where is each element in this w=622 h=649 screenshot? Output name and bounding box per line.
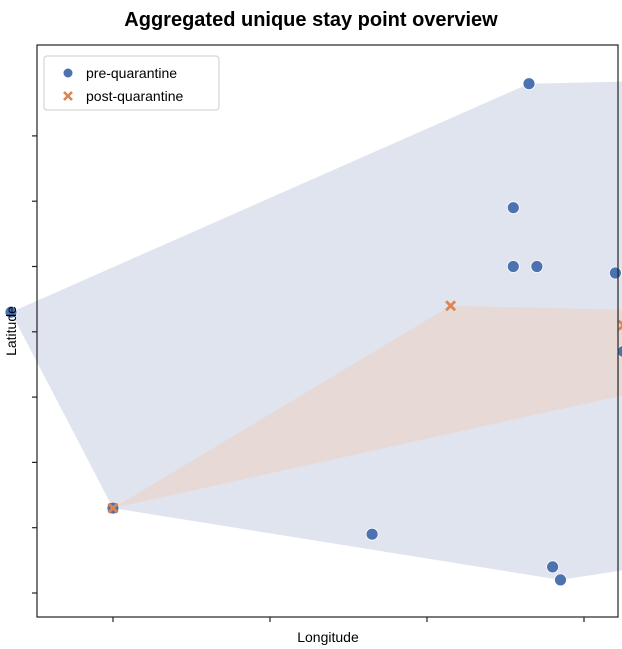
data-point-post-quarantine: [107, 502, 119, 514]
data-point-pre-quarantine: [4, 305, 18, 319]
hull-pre-quarantine: [11, 81, 622, 580]
data-point-pre-quarantine: [609, 266, 622, 280]
legend: pre-quarantine post-quarantine: [43, 55, 220, 111]
data-point-pre-quarantine: [530, 260, 544, 273]
hull-post-quarantine: [113, 305, 622, 509]
plot-frame: [36, 44, 619, 618]
data-point-pre-quarantine: [365, 527, 379, 541]
legend-label-pre: pre-quarantine: [86, 65, 177, 81]
x-axis-label: Longitude: [297, 629, 359, 645]
chart-title: Aggregated unique stay point overview: [124, 9, 498, 31]
legend-marker-pre: [63, 68, 73, 78]
data-point-post-quarantine: [445, 300, 457, 312]
legend-label-post: post-quarantine: [86, 88, 184, 104]
legend-marker-post: [63, 91, 73, 101]
data-point-pre-quarantine: [506, 260, 520, 273]
data-point-pre-quarantine: [546, 560, 559, 574]
y-axis-label: Latitude: [3, 306, 19, 356]
axis-ticks: [32, 135, 585, 622]
legend-box: [43, 55, 220, 111]
convex-hulls: [11, 81, 622, 580]
data-point-post-quarantine: [617, 319, 622, 331]
data-point-pre-quarantine: [506, 201, 520, 215]
data-point-pre-quarantine: [554, 573, 567, 587]
data-point-pre-quarantine: [522, 77, 536, 91]
